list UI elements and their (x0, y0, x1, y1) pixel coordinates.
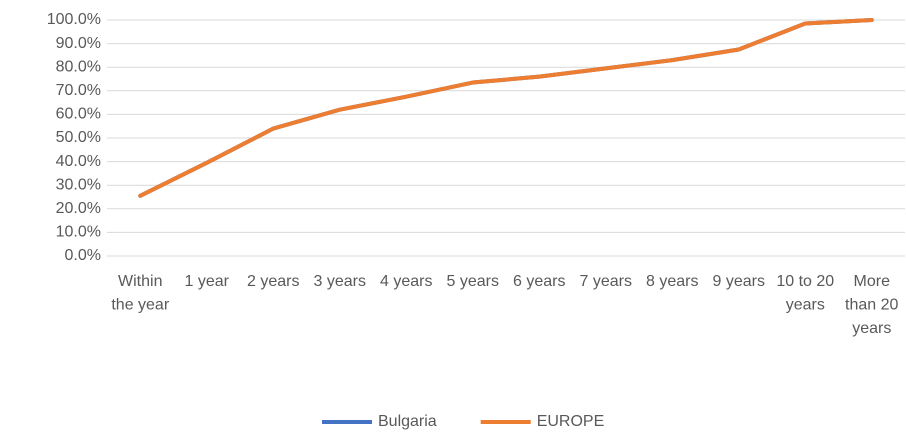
x-tick-label: 8 years (646, 273, 698, 290)
y-tick-label: 10.0% (56, 224, 101, 241)
x-tick-label: 5 years (447, 273, 499, 290)
legend-label: Bulgaria (378, 413, 437, 430)
x-tick-label: 3 years (314, 273, 366, 290)
y-tick-label: 40.0% (56, 153, 101, 170)
y-tick-label: 90.0% (56, 35, 101, 52)
x-tick-label: More than 20 years (845, 273, 898, 337)
x-tick-label: 2 years (247, 273, 299, 290)
y-tick-label: 100.0% (47, 11, 101, 28)
y-tick-label: 20.0% (56, 200, 101, 217)
y-tick-label: 70.0% (56, 82, 101, 99)
series-line (138, 18, 874, 198)
x-tick-label: 9 years (713, 273, 765, 290)
series-line (138, 18, 874, 198)
y-tick-label: 60.0% (56, 106, 101, 123)
x-tick-label: 6 years (513, 273, 565, 290)
x-tick-label: 1 year (185, 273, 230, 290)
y-tick-label: 80.0% (56, 58, 101, 75)
legend-label: EUROPE (537, 413, 605, 430)
y-tick-label: 50.0% (56, 129, 101, 146)
x-tick-label: 4 years (380, 273, 432, 290)
x-tick-label: 7 years (580, 273, 632, 290)
y-tick-label: 30.0% (56, 176, 101, 193)
x-tick-label: 10 to 20 years (776, 273, 834, 314)
x-tick-label: Within the year (111, 273, 169, 314)
y-tick-label: 0.0% (65, 247, 101, 264)
